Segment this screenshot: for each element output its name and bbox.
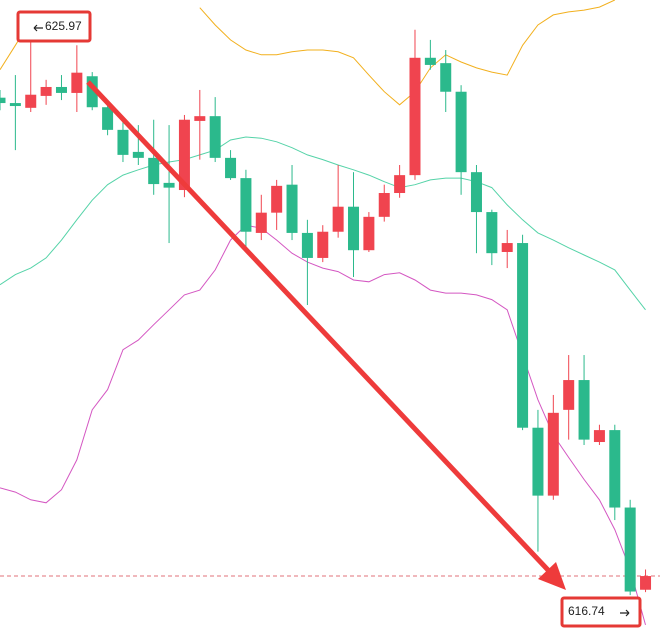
candle-body	[578, 380, 590, 440]
candle-body	[132, 151, 144, 158]
min-label: 616.74	[568, 604, 605, 618]
candle-body	[409, 57, 421, 176]
candle-body	[148, 157, 160, 185]
candle-body	[640, 576, 652, 590]
candle-body	[301, 232, 313, 258]
candle-body	[547, 412, 559, 496]
candle-body	[363, 216, 375, 251]
candle-body	[624, 507, 636, 592]
candle-body	[348, 206, 360, 251]
candle-body	[178, 119, 190, 191]
candle-body	[394, 175, 406, 194]
candles	[0, 29, 652, 596]
min-label-box: 616.74	[560, 596, 642, 628]
arrow-head	[538, 562, 566, 590]
arrow-shaft	[86, 80, 550, 572]
candle-body	[163, 182, 175, 188]
trend-arrow	[86, 80, 566, 590]
candle-body	[255, 212, 267, 233]
candle-body	[470, 172, 482, 213]
candle-body	[440, 63, 452, 92]
candle-body	[271, 185, 283, 213]
candle-body	[86, 76, 98, 108]
candle-body	[609, 430, 621, 508]
candle-body	[424, 57, 436, 65]
label-frame	[16, 10, 92, 43]
candle-body	[209, 116, 221, 158]
candle-body	[55, 86, 67, 93]
candle-body	[517, 243, 529, 428]
candle-body	[194, 116, 206, 121]
candle-body	[71, 72, 83, 93]
candle-body	[317, 231, 329, 258]
candle-body	[532, 427, 544, 496]
candle-body	[40, 86, 52, 96]
candle-body	[563, 380, 575, 410]
candle-body	[593, 430, 605, 443]
band-line	[0, 224, 646, 626]
candle-body	[25, 94, 37, 108]
label-frame	[560, 596, 642, 628]
label-arrow-icon	[33, 24, 43, 32]
candle-body	[378, 193, 390, 217]
candle-body	[286, 184, 298, 233]
band-line	[0, 136, 646, 311]
max-label-box: 625.97	[16, 10, 92, 43]
candle-body	[117, 129, 129, 155]
label-arrow-icon	[620, 609, 630, 617]
max-label: 625.97	[45, 19, 82, 33]
candle-body	[225, 157, 237, 179]
candle-body	[102, 107, 114, 130]
candle-body	[501, 243, 513, 252]
candle-body	[240, 178, 252, 232]
candle-body	[0, 97, 6, 104]
candle-body	[9, 103, 21, 107]
candle-body	[486, 212, 498, 254]
candle-body	[455, 91, 467, 173]
candle-body	[332, 206, 344, 232]
